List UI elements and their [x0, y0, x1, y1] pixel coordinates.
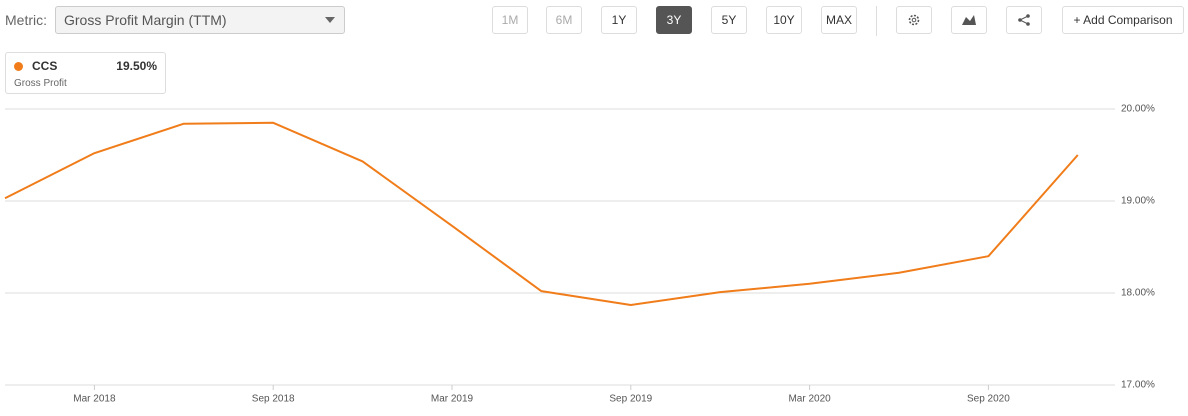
metric-dropdown[interactable]: Gross Profit Margin (TTM): [55, 6, 345, 34]
legend-marker: [14, 62, 23, 71]
y-tick-label: 19.00%: [1121, 196, 1155, 207]
range-button[interactable]: 10Y: [766, 6, 802, 34]
dropdown-arrow: [325, 17, 335, 23]
y-tick-label: 17.00%: [1121, 380, 1155, 391]
range-button[interactable]: 1M: [492, 6, 528, 34]
add-comparison-button[interactable]: + Add Comparison: [1062, 6, 1184, 34]
settings-button[interactable]: [896, 6, 932, 34]
x-tick-label: Mar 2018: [73, 394, 116, 405]
x-tick-label: Mar 2020: [788, 394, 831, 405]
metric-value: Gross Profit Margin (TTM): [64, 12, 227, 28]
x-tick-label: Mar 2019: [431, 394, 474, 405]
separator: [876, 6, 877, 36]
range-button[interactable]: 3Y: [656, 6, 692, 34]
series-line: [4, 121, 1079, 306]
legend: CCS 19.50% Gross Profit: [5, 52, 166, 94]
metric-label: Metric:: [5, 12, 47, 28]
range-button[interactable]: MAX: [821, 6, 857, 34]
x-tick-label: Sep 2020: [967, 394, 1010, 405]
y-tick-label: 20.00%: [1121, 104, 1155, 115]
share-icon: [1018, 14, 1030, 26]
range-button[interactable]: 5Y: [711, 6, 747, 34]
legend-value: 19.50%: [116, 59, 157, 73]
y-tick-label: 18.00%: [1121, 288, 1155, 299]
range-button[interactable]: 1Y: [601, 6, 637, 34]
legend-name: CCS: [32, 59, 58, 73]
x-tick-label: Sep 2019: [609, 394, 652, 405]
legend-description: Gross Profit: [14, 78, 67, 89]
range-button[interactable]: 6M: [546, 6, 582, 34]
area-icon: [962, 15, 976, 25]
share-button[interactable]: [1006, 6, 1042, 34]
chart-type-button[interactable]: [951, 6, 987, 34]
x-tick-label: Sep 2018: [252, 394, 295, 405]
gear-icon: [908, 14, 920, 26]
